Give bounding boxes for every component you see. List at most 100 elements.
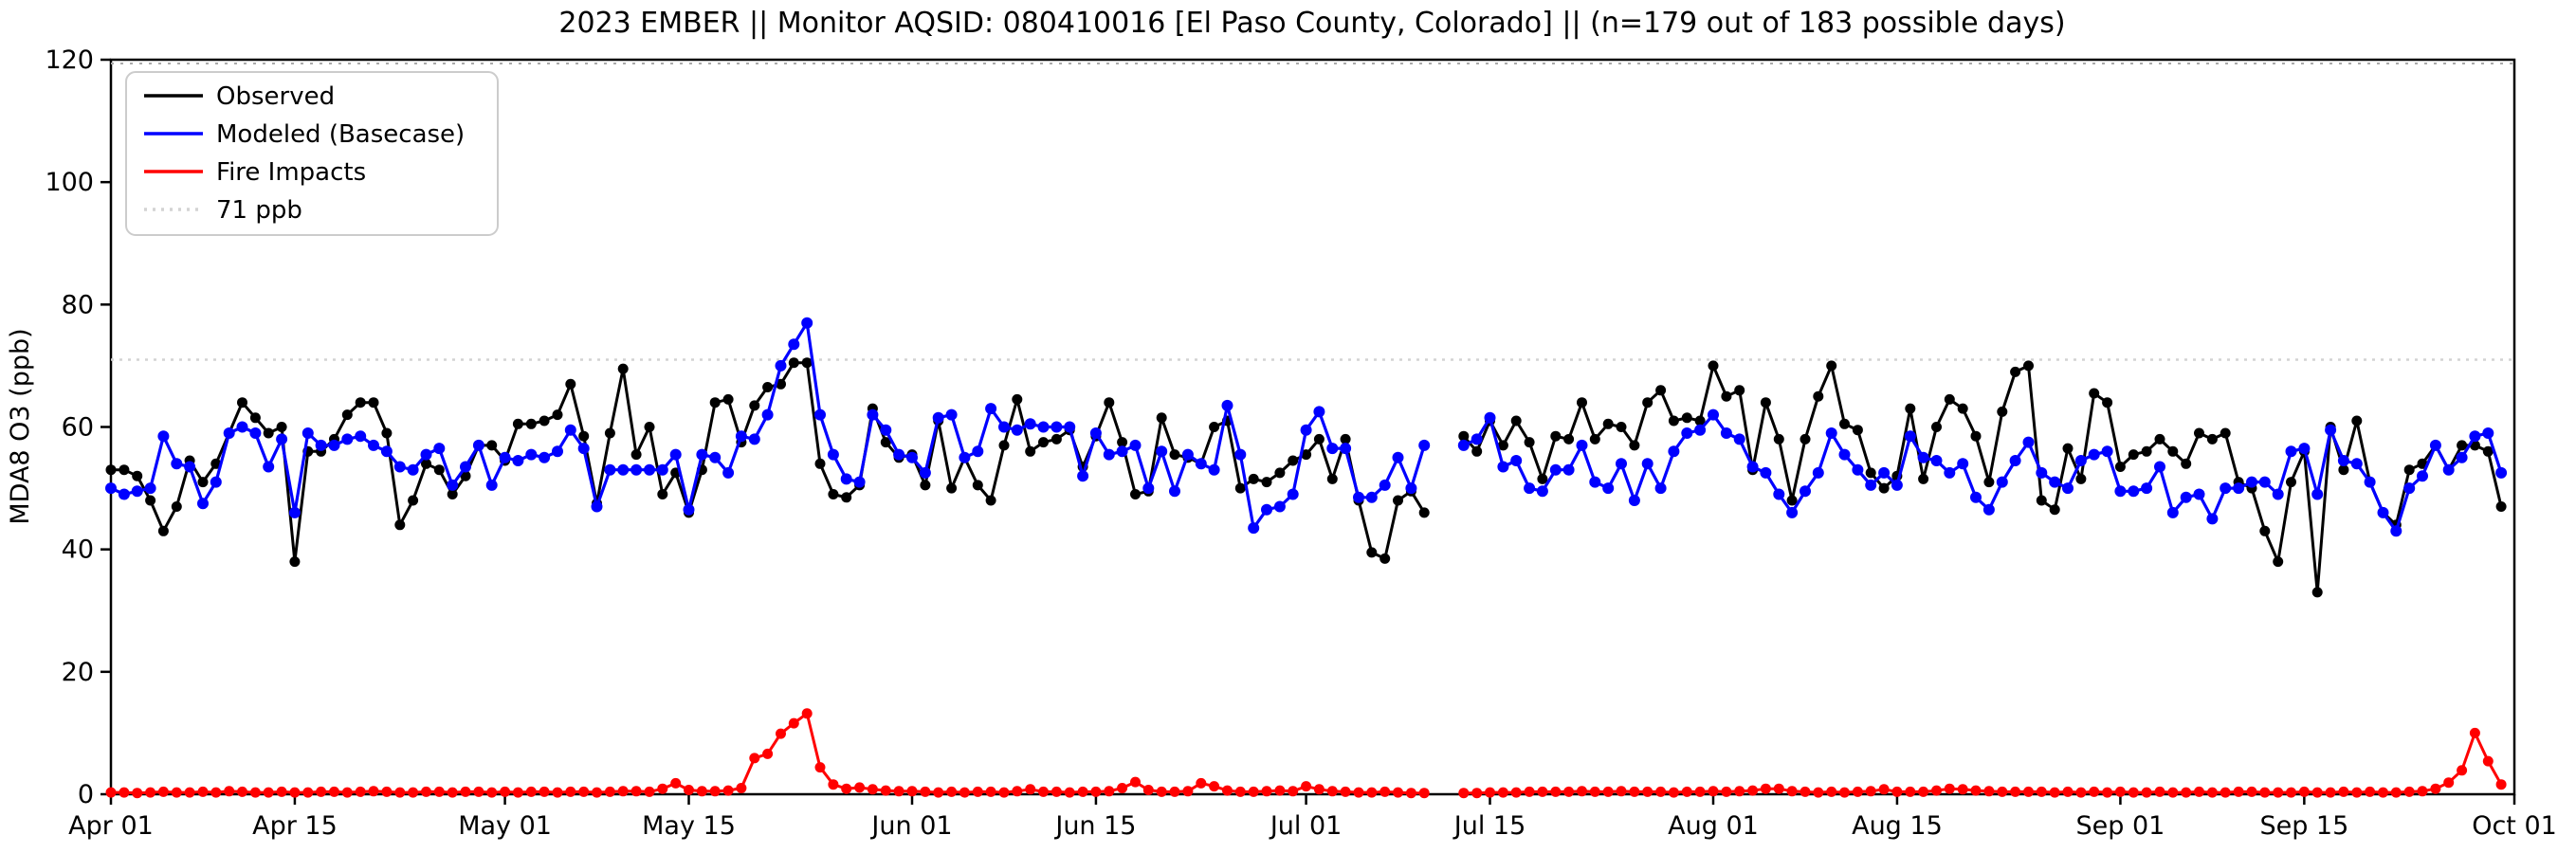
data-point xyxy=(1905,403,1916,414)
data-point xyxy=(1261,786,1272,797)
data-point xyxy=(1654,482,1667,495)
y-tick-label: 20 xyxy=(62,658,94,687)
data-point xyxy=(1366,787,1378,798)
data-point xyxy=(2102,787,2113,798)
data-point xyxy=(1117,783,1128,793)
data-point xyxy=(1301,449,1312,461)
data-point xyxy=(1392,451,1404,463)
data-point xyxy=(2166,506,2179,518)
data-point xyxy=(1208,463,1220,476)
data-point xyxy=(197,786,209,797)
data-point xyxy=(1012,393,1023,405)
data-point xyxy=(1064,421,1076,433)
data-point xyxy=(2417,470,2428,482)
data-point xyxy=(341,433,354,445)
data-point xyxy=(696,786,707,797)
data-point xyxy=(276,433,288,445)
data-point xyxy=(2075,473,2087,484)
data-point xyxy=(1497,787,1508,798)
data-point xyxy=(1104,786,1115,797)
data-point xyxy=(1379,553,1391,564)
data-point xyxy=(998,787,1010,798)
data-point xyxy=(1813,390,1824,402)
data-point xyxy=(880,424,892,436)
data-point xyxy=(1037,421,1050,433)
data-point xyxy=(263,427,274,439)
data-point xyxy=(2181,787,2192,798)
data-point xyxy=(2154,461,2165,473)
data-point xyxy=(1944,393,1955,405)
data-point xyxy=(1931,422,1942,432)
data-point xyxy=(2495,501,2507,512)
data-point xyxy=(1616,786,1627,797)
data-point xyxy=(276,422,287,432)
x-tick-label: Aug 01 xyxy=(1668,811,1759,841)
data-point xyxy=(341,409,353,421)
data-point xyxy=(1589,476,1601,488)
data-point xyxy=(1234,786,1246,797)
data-point xyxy=(210,458,222,469)
data-point xyxy=(512,455,524,466)
y-axis-label: MDA8 O3 (ppb) xyxy=(6,328,35,524)
data-point xyxy=(1089,427,1102,439)
data-point xyxy=(709,397,721,408)
data-point xyxy=(644,463,655,476)
data-point xyxy=(2074,455,2087,466)
data-point xyxy=(1865,479,1877,491)
data-point xyxy=(2089,786,2100,797)
data-point xyxy=(210,787,222,798)
data-point xyxy=(1852,463,1864,476)
legend-item-71-ppb: 71 ppb xyxy=(144,196,302,225)
data-point xyxy=(1865,467,1876,479)
data-point xyxy=(236,421,248,433)
data-point xyxy=(1313,406,1325,418)
data-point xyxy=(2220,787,2231,798)
data-point xyxy=(2009,455,2021,466)
data-point xyxy=(998,440,1010,451)
data-point xyxy=(762,382,774,392)
data-point xyxy=(1655,385,1667,396)
data-point xyxy=(276,786,287,797)
data-point xyxy=(473,786,484,797)
data-point xyxy=(1196,777,1207,789)
data-point xyxy=(539,415,550,426)
data-point xyxy=(2049,504,2060,516)
data-point xyxy=(2036,786,2047,797)
data-point xyxy=(2233,786,2244,797)
data-point xyxy=(841,492,852,503)
data-point xyxy=(828,779,839,790)
data-point xyxy=(814,762,826,773)
data-point xyxy=(748,433,760,445)
data-point xyxy=(604,786,615,797)
data-point xyxy=(1510,415,1522,426)
data-point xyxy=(683,503,695,516)
data-point xyxy=(2233,482,2245,495)
data-point xyxy=(1050,433,1062,445)
data-point xyxy=(657,489,668,499)
data-point xyxy=(2141,482,2153,495)
data-point xyxy=(2286,787,2296,798)
data-point xyxy=(1589,786,1600,797)
data-point xyxy=(2193,488,2205,500)
data-point xyxy=(1274,785,1286,796)
data-point xyxy=(512,418,523,429)
data-point xyxy=(157,430,170,443)
data-point xyxy=(1746,461,1759,473)
legend-item-modeled-basecase-: Modeled (Basecase) xyxy=(144,120,465,149)
data-point xyxy=(2114,485,2127,498)
data-point xyxy=(776,378,786,390)
data-point xyxy=(2258,476,2271,488)
data-point xyxy=(1602,482,1615,495)
data-point xyxy=(408,495,419,506)
data-point xyxy=(1326,443,1339,455)
data-point xyxy=(1970,430,1982,442)
data-point xyxy=(1326,473,1338,484)
data-point xyxy=(1209,781,1220,792)
data-point xyxy=(119,787,130,798)
data-point xyxy=(1393,787,1403,798)
data-point xyxy=(1839,787,1850,798)
data-point xyxy=(328,439,340,451)
data-point xyxy=(998,421,1010,433)
data-point xyxy=(735,430,747,443)
data-point xyxy=(814,458,826,469)
